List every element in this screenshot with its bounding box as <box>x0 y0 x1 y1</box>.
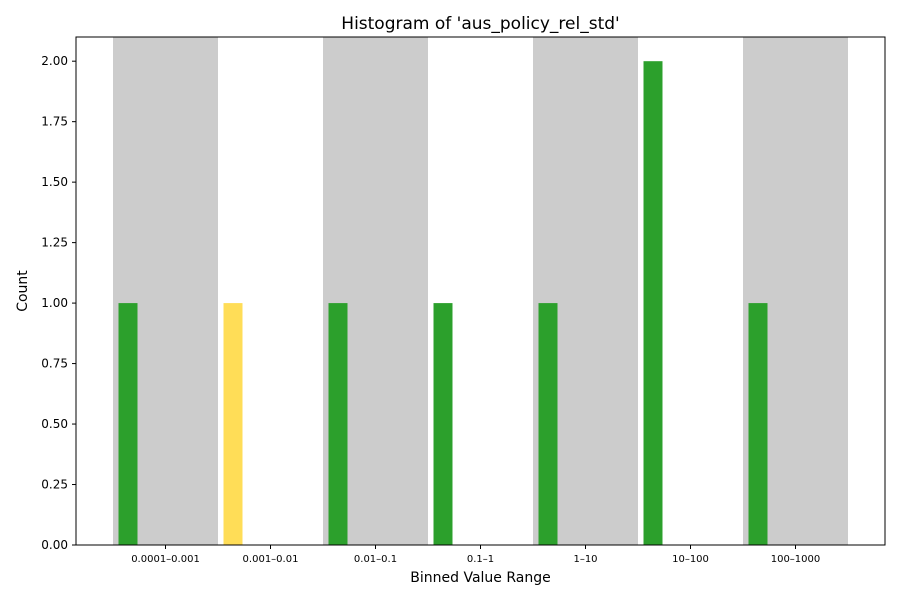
histogram-bar <box>118 303 138 545</box>
bars <box>118 61 768 545</box>
y-axis-title: Count <box>15 270 31 312</box>
y-tick-label: 1.50 <box>41 175 68 189</box>
x-tick-label: 100–1000 <box>771 554 821 565</box>
y-tick-label: 0.75 <box>41 357 68 371</box>
histogram-bar <box>643 61 663 545</box>
x-tick-label: 10–100 <box>672 554 709 565</box>
y-axis: 0.00 0.25 0.50 0.75 1.00 1.25 1.50 1.75 2.00 <box>41 54 76 552</box>
y-tick-label: 1.75 <box>41 115 68 129</box>
x-tick-label: 0.001–0.01 <box>243 554 299 565</box>
x-tick-label: 1–10 <box>573 554 597 565</box>
x-axis: 0.0001–0.001 0.001–0.01 0.01–0.1 0.1–1 1–10 1… <box>131 545 820 565</box>
y-tick-label: 1.25 <box>41 236 68 250</box>
y-tick-label: 0.00 <box>41 538 68 552</box>
x-tick-label: 0.01–0.1 <box>354 554 397 565</box>
x-tick-label: 0.0001–0.001 <box>131 554 200 565</box>
histogram-bar <box>223 303 243 545</box>
y-tick-label: 1.00 <box>41 296 68 310</box>
x-tick-label: 0.1–1 <box>467 554 494 565</box>
shaded-bands <box>113 37 848 545</box>
y-tick-label: 0.25 <box>41 478 68 492</box>
x-axis-title: Binned Value Range <box>410 570 550 586</box>
y-tick-label: 0.50 <box>41 417 68 431</box>
histogram-bar <box>538 303 558 545</box>
histogram-bar <box>433 303 453 545</box>
chart-title: Histogram of 'aus_policy_rel_std' <box>341 14 619 34</box>
y-tick-label: 2.00 <box>41 54 68 68</box>
histogram-bar <box>328 303 348 545</box>
histogram-bar <box>748 303 768 545</box>
